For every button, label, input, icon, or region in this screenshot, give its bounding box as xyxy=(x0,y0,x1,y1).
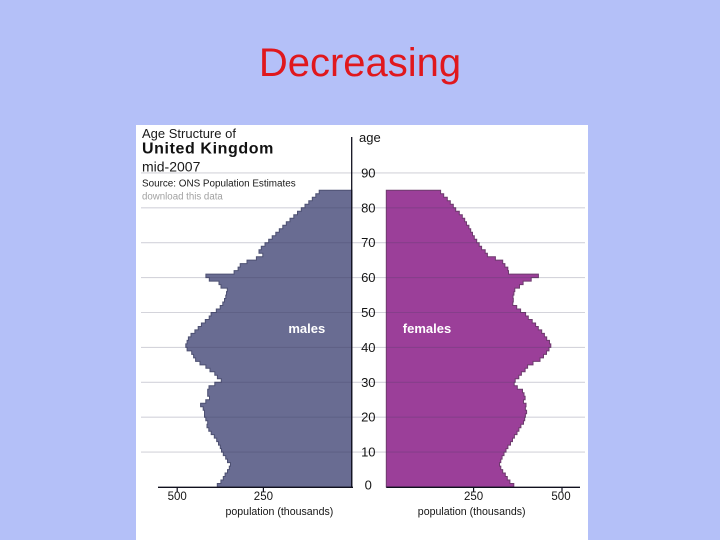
svg-text:females: females xyxy=(403,321,451,336)
svg-text:500: 500 xyxy=(168,491,187,503)
svg-text:0: 0 xyxy=(365,478,372,493)
svg-text:250: 250 xyxy=(254,491,273,503)
svg-text:population (thousands): population (thousands) xyxy=(418,506,526,518)
svg-text:40: 40 xyxy=(361,340,375,355)
svg-text:males: males xyxy=(288,321,325,336)
svg-text:20: 20 xyxy=(361,410,375,425)
svg-text:age: age xyxy=(359,130,381,145)
svg-text:United Kingdom: United Kingdom xyxy=(142,141,274,158)
svg-text:population (thousands): population (thousands) xyxy=(226,506,334,518)
svg-text:download this data: download this data xyxy=(142,192,223,203)
svg-text:60: 60 xyxy=(361,270,375,285)
svg-text:70: 70 xyxy=(361,235,375,250)
svg-text:Age Structure of: Age Structure of xyxy=(142,126,236,141)
svg-text:500: 500 xyxy=(551,491,570,503)
svg-text:250: 250 xyxy=(464,491,483,503)
svg-text:50: 50 xyxy=(361,305,375,320)
svg-text:90: 90 xyxy=(361,165,375,180)
svg-text:Source: ONS Population Estimat: Source: ONS Population Estimates xyxy=(142,179,296,190)
svg-text:30: 30 xyxy=(361,375,375,390)
svg-text:10: 10 xyxy=(361,445,375,460)
svg-text:mid-2007: mid-2007 xyxy=(142,159,201,175)
svg-text:80: 80 xyxy=(361,200,375,215)
